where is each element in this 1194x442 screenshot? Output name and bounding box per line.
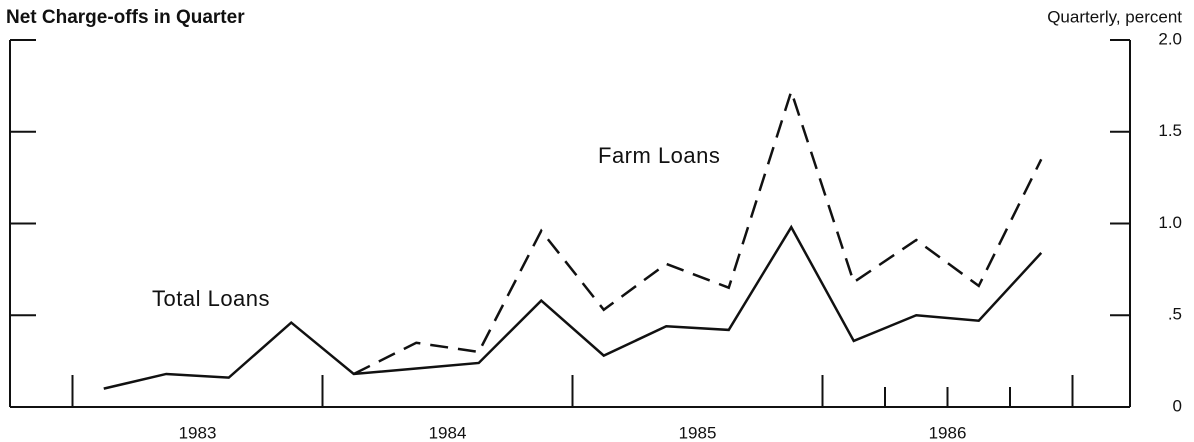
y-axis-label: Quarterly, percent [1047, 7, 1182, 26]
x-tick-label: 1985 [679, 423, 717, 442]
series-annotation: Total Loans [152, 286, 270, 311]
y-tick-label: .5 [1168, 305, 1182, 324]
chart-title: Net Charge-offs in Quarter [6, 7, 245, 28]
series-line [103, 224, 1043, 390]
x-tick-label: 1983 [179, 423, 217, 442]
y-tick-label: 2.0 [1158, 29, 1182, 48]
x-tick-label: 1986 [929, 423, 967, 442]
series-line [353, 87, 1043, 376]
y-tick-label: 0 [1173, 396, 1182, 415]
y-tick-label: 1.0 [1158, 213, 1182, 232]
series-annotation: Farm Loans [598, 143, 720, 168]
y-tick-label: 1.5 [1158, 121, 1182, 140]
x-tick-label: 1984 [429, 423, 467, 442]
